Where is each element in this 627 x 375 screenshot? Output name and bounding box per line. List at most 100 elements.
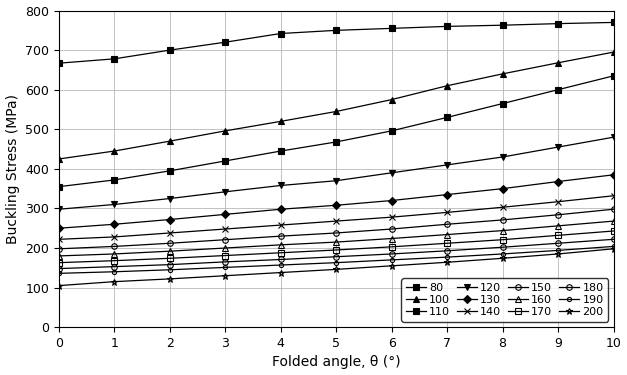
110 — [499, 101, 507, 106]
170 — [554, 233, 562, 238]
130 — [221, 212, 229, 217]
200 — [55, 284, 63, 288]
Line: 120: 120 — [56, 134, 616, 212]
190 — [554, 248, 562, 253]
160 — [609, 219, 617, 224]
120 — [499, 155, 507, 159]
120 — [166, 196, 174, 201]
160 — [55, 254, 63, 258]
80 — [609, 20, 617, 25]
150 — [388, 227, 396, 231]
110 — [609, 74, 617, 78]
140 — [166, 231, 174, 235]
Line: 160: 160 — [56, 218, 616, 259]
130 — [388, 198, 396, 203]
160 — [166, 249, 174, 254]
160 — [110, 252, 118, 256]
130 — [110, 222, 118, 226]
Line: 100: 100 — [56, 50, 616, 162]
130 — [499, 186, 507, 191]
80 — [443, 24, 451, 28]
200 — [499, 256, 507, 261]
80 — [221, 40, 229, 45]
100 — [221, 129, 229, 133]
80 — [332, 28, 340, 33]
100 — [110, 149, 118, 153]
140 — [277, 223, 285, 227]
110 — [110, 178, 118, 182]
100 — [388, 98, 396, 102]
190 — [55, 271, 63, 276]
Y-axis label: Buckling Stress (MPa): Buckling Stress (MPa) — [6, 94, 19, 244]
130 — [443, 192, 451, 197]
170 — [166, 256, 174, 261]
80 — [55, 61, 63, 66]
150 — [609, 207, 617, 212]
Line: 80: 80 — [56, 20, 616, 66]
170 — [332, 248, 340, 252]
140 — [443, 210, 451, 214]
170 — [388, 244, 396, 249]
150 — [166, 241, 174, 246]
170 — [55, 260, 63, 265]
120 — [110, 202, 118, 207]
180 — [332, 255, 340, 259]
Line: 200: 200 — [55, 245, 617, 289]
180 — [609, 237, 617, 242]
190 — [388, 258, 396, 262]
110 — [332, 140, 340, 144]
200 — [166, 277, 174, 281]
110 — [221, 159, 229, 163]
110 — [554, 87, 562, 92]
200 — [609, 246, 617, 251]
180 — [110, 264, 118, 269]
140 — [110, 235, 118, 239]
190 — [499, 252, 507, 256]
110 — [388, 129, 396, 133]
190 — [443, 255, 451, 260]
150 — [332, 231, 340, 235]
150 — [55, 246, 63, 251]
140 — [388, 215, 396, 219]
Line: 170: 170 — [56, 228, 616, 266]
120 — [388, 171, 396, 175]
190 — [609, 244, 617, 249]
180 — [388, 252, 396, 256]
200 — [277, 270, 285, 275]
200 — [110, 279, 118, 284]
140 — [221, 227, 229, 231]
Line: 110: 110 — [56, 73, 616, 189]
120 — [443, 163, 451, 167]
Line: 130: 130 — [56, 172, 616, 231]
X-axis label: Folded angle, θ (°): Folded angle, θ (°) — [272, 356, 401, 369]
130 — [277, 207, 285, 212]
130 — [554, 179, 562, 184]
120 — [609, 135, 617, 140]
140 — [55, 237, 63, 242]
190 — [166, 267, 174, 272]
190 — [110, 270, 118, 274]
200 — [332, 267, 340, 272]
180 — [221, 260, 229, 264]
Line: 150: 150 — [56, 207, 616, 252]
80 — [110, 57, 118, 61]
Line: 180: 180 — [56, 237, 616, 272]
120 — [332, 178, 340, 183]
120 — [554, 145, 562, 149]
180 — [499, 245, 507, 249]
Legend: 80, 100, 110, 120, 130, 140, 150, 160, 170, 180, 190, 200: 80, 100, 110, 120, 130, 140, 150, 160, 1… — [401, 278, 608, 322]
170 — [609, 229, 617, 233]
80 — [388, 26, 396, 31]
100 — [499, 72, 507, 76]
180 — [277, 257, 285, 262]
180 — [554, 241, 562, 246]
200 — [221, 273, 229, 278]
150 — [499, 217, 507, 222]
160 — [332, 240, 340, 244]
160 — [277, 243, 285, 247]
120 — [277, 183, 285, 188]
110 — [166, 169, 174, 173]
80 — [277, 31, 285, 36]
100 — [166, 139, 174, 143]
180 — [166, 262, 174, 267]
